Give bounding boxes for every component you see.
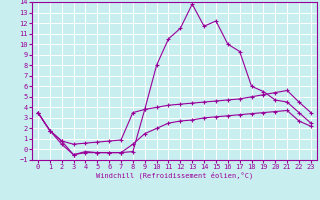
X-axis label: Windchill (Refroidissement éolien,°C): Windchill (Refroidissement éolien,°C) [96,172,253,179]
